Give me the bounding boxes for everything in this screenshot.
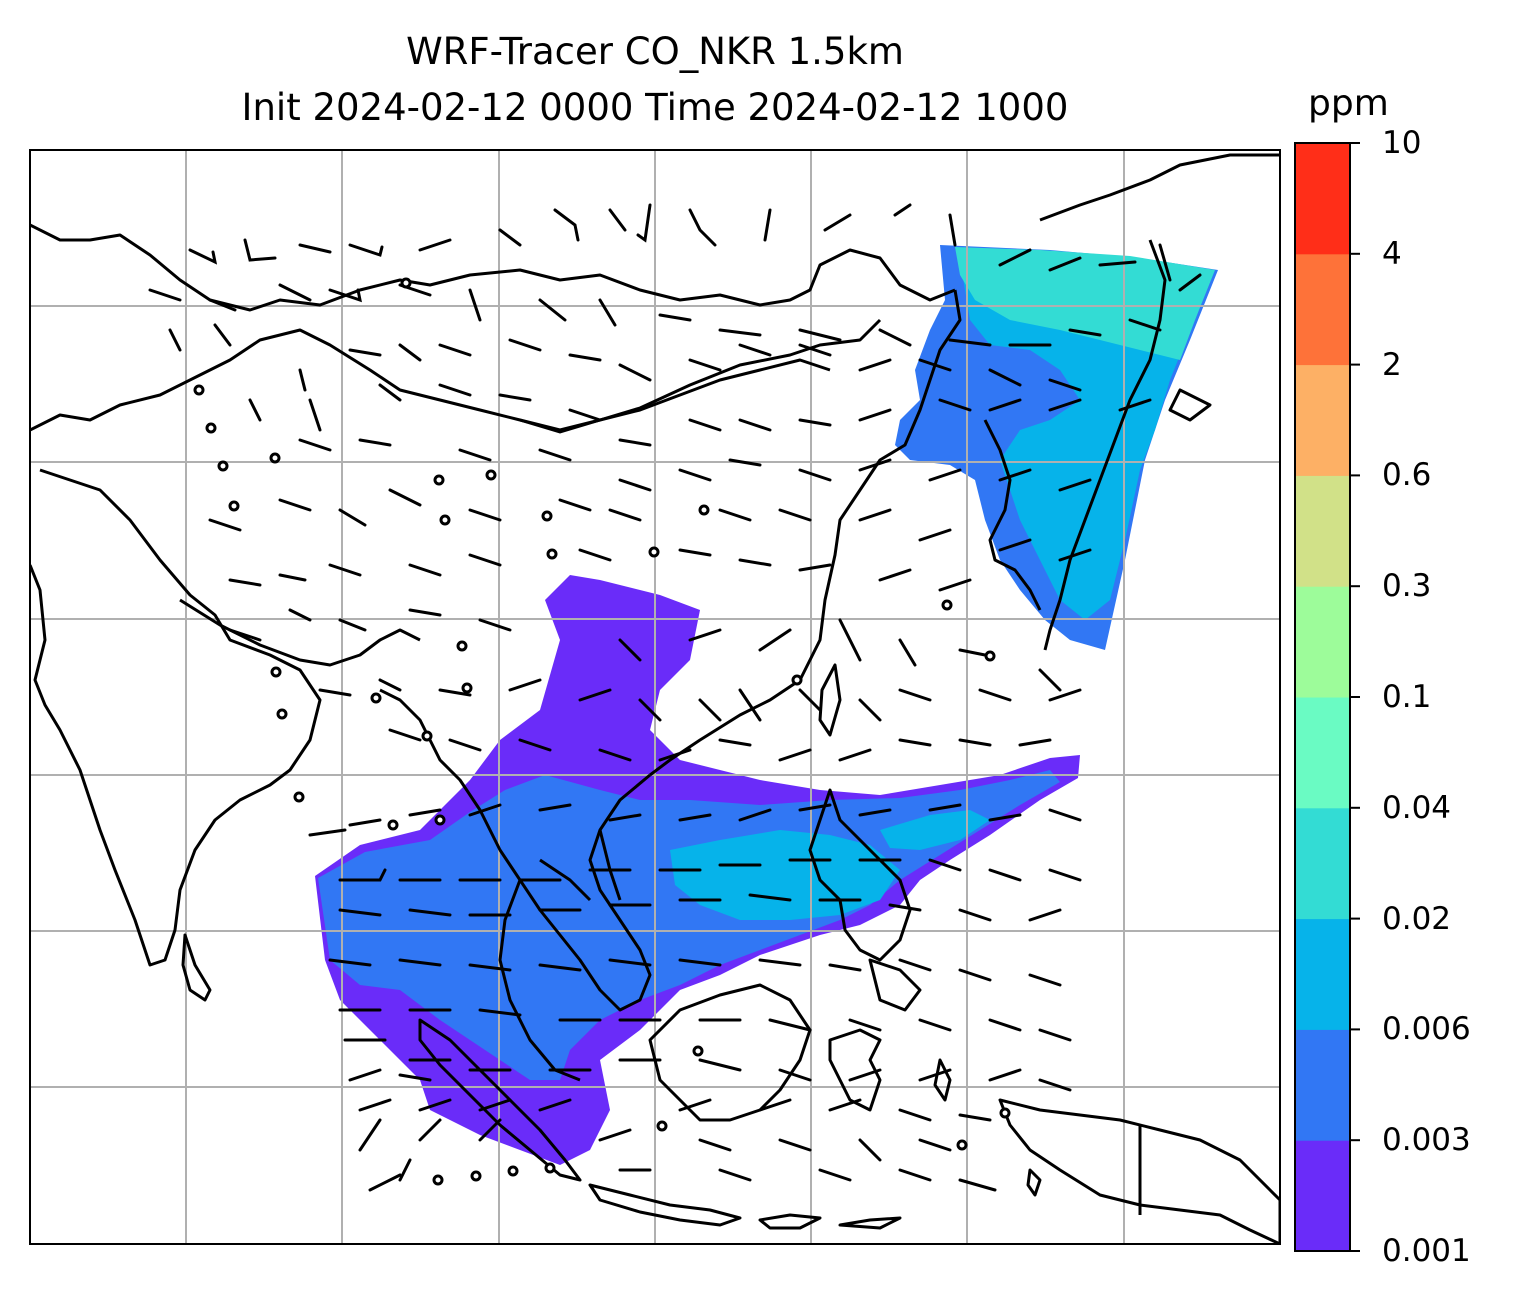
colorbar-tick-label: 0.1 <box>1382 679 1432 715</box>
colorbar-segment <box>1295 475 1350 587</box>
colorbar-segment <box>1295 697 1350 809</box>
colorbar-segment <box>1295 1029 1350 1141</box>
wind-barbs <box>148 203 1202 1192</box>
colorbar-tick-label: 10 <box>1382 125 1422 161</box>
colorbar-tick-label: 0.02 <box>1382 900 1452 937</box>
colorbar-tick-label: 0.04 <box>1382 789 1452 826</box>
colorbar-tick-label: 0.6 <box>1382 457 1432 494</box>
colorbar-tick-label: 0.001 <box>1382 1233 1471 1269</box>
colorbar-tick-label: 4 <box>1382 235 1402 272</box>
colorbar-segment <box>1295 586 1350 698</box>
calm-markers <box>193 277 1011 1186</box>
colorbar-segment <box>1295 143 1350 255</box>
gridlines <box>30 150 1280 1244</box>
title-line-1: WRF-Tracer CO_NKR 1.5km <box>406 30 904 73</box>
colorbar-segment <box>1295 918 1350 1030</box>
colorbar-segment <box>1295 253 1350 366</box>
tracer-field-cyan-2 <box>880 810 990 850</box>
map-frame <box>29 149 1281 1245</box>
colorbar-segment <box>1295 807 1350 920</box>
colorbar-tick-label: 2 <box>1382 346 1402 383</box>
tracer-field-ne-teal <box>955 247 1215 360</box>
title-line-2: Init 2024-02-12 0000 Time 2024-02-12 100… <box>241 86 1069 129</box>
colorbar <box>1295 142 1360 1252</box>
colorbar-segment <box>1295 1140 1350 1252</box>
colorbar-tick-label: 0.006 <box>1382 1011 1471 1048</box>
colorbar-segment <box>1295 364 1350 476</box>
colorbar-frame <box>1294 142 1351 1252</box>
colorbar-units: ppm <box>1308 83 1389 124</box>
colorbar-tick-label: 0.3 <box>1382 568 1432 605</box>
tracer-field-blue <box>318 770 1060 1080</box>
colorbar-tick-label: 0.003 <box>1382 1122 1471 1159</box>
tracer-field <box>315 245 1218 1165</box>
tracer-field-cyan <box>670 830 900 920</box>
